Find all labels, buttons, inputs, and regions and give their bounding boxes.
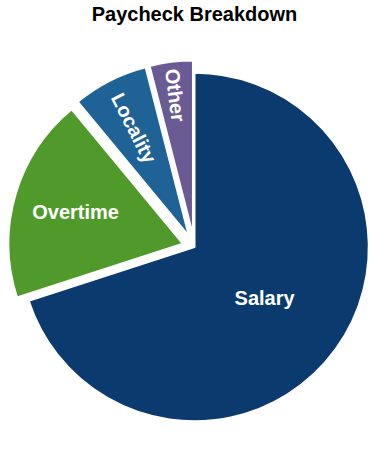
svg-text:Locality: Locality	[107, 89, 161, 167]
svg-text:Salary: Salary	[235, 287, 296, 309]
svg-text:Other: Other	[161, 67, 190, 123]
svg-text:Overtime: Overtime	[32, 201, 119, 223]
svg-text:Paycheck Breakdown: Paycheck Breakdown	[92, 3, 298, 25]
